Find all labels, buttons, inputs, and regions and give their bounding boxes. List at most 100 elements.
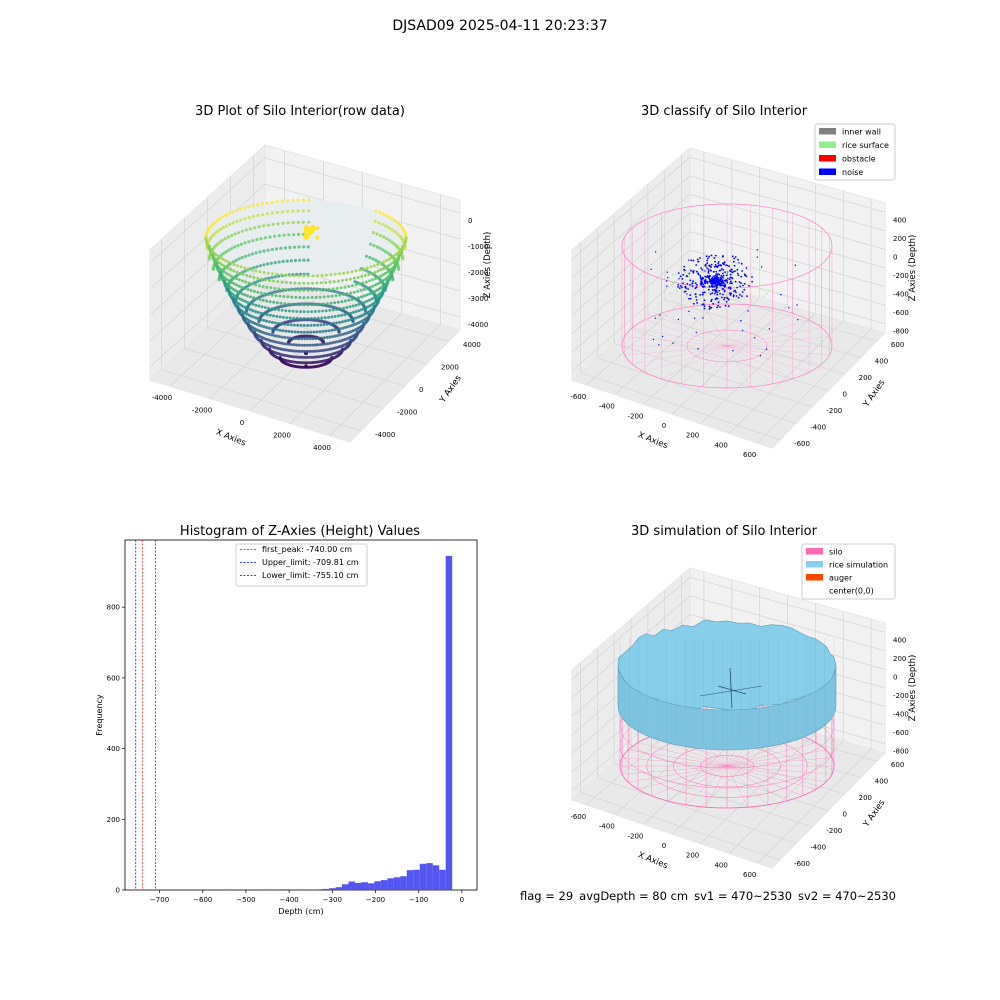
p1-point: [252, 266, 256, 270]
p2-noise-point: [706, 275, 709, 277]
p1-point: [251, 302, 255, 306]
p2-noise-point: [702, 286, 705, 288]
p2-back-grid: [689, 156, 886, 213]
p1-point: [325, 302, 329, 306]
p1-point: [291, 349, 295, 353]
p2-legend-label: noise: [842, 168, 863, 177]
p2-xtick: -200: [627, 412, 643, 420]
p1-point: [270, 211, 274, 215]
p2-noise-point: [737, 258, 739, 261]
p1-point: [318, 330, 322, 334]
p2-noise-point: [736, 286, 738, 289]
p1-point: [294, 349, 297, 353]
p4-ytick: 600: [891, 761, 904, 769]
p2-noise-point: [743, 282, 746, 285]
p2-silo-line: [726, 313, 793, 347]
p1-point: [296, 209, 300, 213]
p1-point: [367, 298, 371, 302]
p1-point: [239, 265, 243, 269]
p4-floor-grid: [580, 792, 781, 861]
p1-point: [358, 282, 362, 286]
p2-noise-point: [741, 291, 744, 293]
p1-point: [272, 334, 276, 338]
p1-point: [270, 327, 274, 331]
p1-point: [342, 271, 346, 275]
p1-point: [204, 236, 208, 240]
p1-point: [319, 288, 323, 292]
p4-floor-grid: [630, 748, 829, 811]
p1-point: [221, 226, 225, 230]
p1-point: [346, 271, 350, 274]
p1-point: [235, 270, 239, 274]
p1-point: [298, 310, 302, 314]
p1-point: [351, 320, 355, 324]
p1-point: [292, 316, 296, 320]
p2-noise-point: [728, 265, 730, 268]
p1-point: [286, 209, 290, 213]
p1-point: [230, 233, 234, 238]
p1-point: [273, 321, 277, 325]
panel-1-title: 3D Plot of Silo Interior(row data): [195, 104, 405, 119]
p2-noise-point: [686, 293, 688, 295]
p2-noise-point: [685, 287, 687, 289]
p1-point: [256, 213, 260, 218]
p1-point: [330, 294, 334, 298]
p1-point: [376, 260, 380, 264]
p1-point: [279, 246, 283, 250]
p1-point: [252, 296, 255, 300]
p1-bowl-points: [204, 198, 408, 369]
p1-point: [348, 277, 352, 281]
p1-back-grid: [264, 157, 461, 214]
p2-noise-point: [716, 293, 719, 296]
p2-floor-grid: [580, 372, 781, 441]
p1-point: [390, 217, 394, 221]
p4-silo-line: [637, 742, 728, 767]
p2-noise-point: [754, 337, 756, 339]
p2-noise-point: [710, 298, 713, 301]
p1-point: [260, 324, 264, 328]
p1-point: [284, 309, 288, 313]
p4-legend-swatch: [806, 574, 823, 581]
p1-point: [255, 297, 259, 301]
p2-noise-point: [714, 298, 717, 301]
p2-noise-point: [726, 296, 728, 299]
p1-point: [253, 226, 257, 230]
p1-point: [265, 285, 269, 289]
p3-bar: [432, 865, 440, 890]
p1-point: [378, 233, 382, 238]
p1-floor-grid: [184, 348, 384, 409]
p2-noise-point: [678, 278, 680, 280]
p1-point: [212, 233, 216, 237]
p2-noise-point: [708, 285, 711, 288]
p1-point: [343, 326, 347, 329]
p4-ztick: 0: [893, 673, 897, 681]
p1-point: [305, 343, 309, 347]
p2-noise-point: [658, 344, 660, 346]
p2-noise-point: [714, 264, 717, 266]
p4-xlabel: X Axies: [636, 850, 669, 871]
p2-noise-point: [677, 318, 680, 321]
p1-point: [354, 269, 358, 273]
p4-legend: silo rice simulation auger center(0,0): [801, 543, 896, 600]
p2-noise-point: [696, 258, 699, 261]
p1-point: [343, 285, 347, 289]
p2-silo-wireframe: [621, 203, 833, 389]
p1-point: [211, 222, 215, 226]
p1-point: [230, 281, 234, 285]
p2-silo-line: [661, 345, 728, 379]
p1-axes-box: -4000 -2000 0 2000 4000 -4000 -2000 0 2000 4000 0 -…: [149, 143, 493, 452]
p2-noise-point: [704, 280, 707, 283]
p2-rice-point: [762, 295, 765, 298]
p1-point: [384, 213, 388, 217]
p2-ytick: 200: [859, 374, 872, 382]
p1-point: [307, 209, 311, 213]
p2-noise-point: [717, 278, 719, 280]
p4-ztick: -200: [893, 692, 909, 700]
p2-noise-point: [797, 319, 799, 321]
p1-point: [218, 270, 222, 274]
p4-xtick: 400: [714, 861, 727, 869]
p1-point: [240, 255, 244, 260]
p2-ytick: 600: [891, 341, 904, 349]
p2-noise-point: [734, 280, 737, 283]
p1-point: [307, 198, 311, 202]
